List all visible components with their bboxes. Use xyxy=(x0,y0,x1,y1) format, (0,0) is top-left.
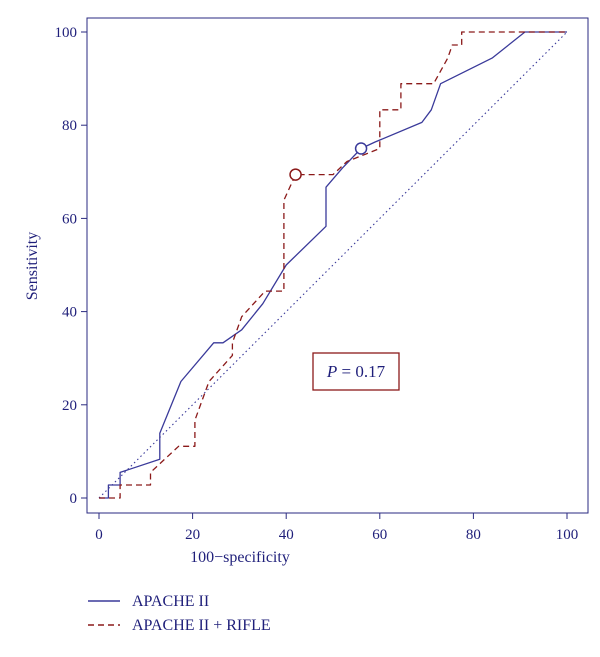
cutoff-marker xyxy=(354,142,368,155)
legend-label: APACHE II xyxy=(132,593,209,610)
y-tick-label: 80 xyxy=(62,118,77,134)
legend-label: APACHE II + RIFLE xyxy=(132,617,271,634)
x-tick-label: 80 xyxy=(466,527,481,543)
x-tick-label: 60 xyxy=(372,527,387,543)
legend: APACHE II APACHE II + RIFLE xyxy=(88,593,271,634)
y-tick-label: 0 xyxy=(70,491,78,507)
p-value-symbol: P xyxy=(326,362,337,381)
cutoff-marker xyxy=(289,168,302,181)
y-tick-label: 20 xyxy=(62,398,77,414)
x-tick-label: 40 xyxy=(279,527,294,543)
p-value-annotation: P = 0.17 xyxy=(312,352,400,391)
plot-area xyxy=(86,17,589,514)
p-value-box xyxy=(312,352,400,391)
y-axis-title: Sensitivity xyxy=(24,232,41,300)
p-value-text: P = 0.17 xyxy=(326,362,386,381)
y-axis: 0 20 40 60 80 100 xyxy=(55,25,87,507)
x-tick-label: 0 xyxy=(95,527,103,543)
marker-layer xyxy=(289,142,368,181)
x-tick-label: 100 xyxy=(556,527,579,543)
series-line-2 xyxy=(99,31,567,499)
series-line-1 xyxy=(99,31,567,499)
y-tick-label: 40 xyxy=(62,305,77,321)
p-value-value: = 0.17 xyxy=(337,362,385,381)
series-layer xyxy=(99,31,567,499)
x-axis-title: 100−specificity xyxy=(190,549,290,566)
reference-diagonal-line xyxy=(98,31,568,499)
reference-line-layer xyxy=(98,31,568,499)
plot-frame xyxy=(86,17,589,514)
y-tick-label: 60 xyxy=(62,211,77,227)
x-tick-label: 20 xyxy=(185,527,200,543)
x-axis: 0 20 40 60 80 100 xyxy=(95,513,578,543)
y-tick-label: 100 xyxy=(55,25,78,41)
